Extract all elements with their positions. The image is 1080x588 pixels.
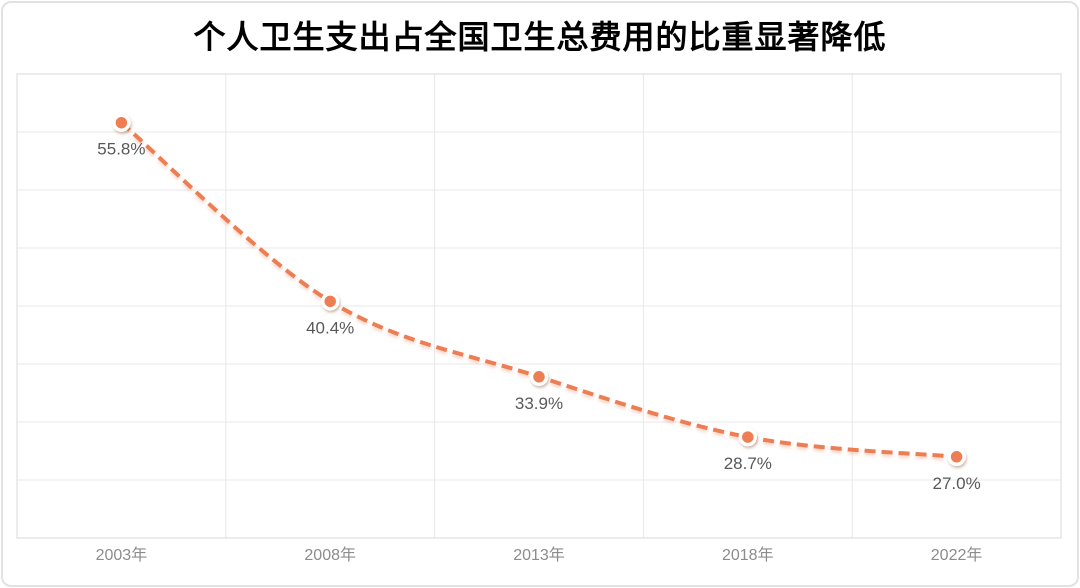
data-point-label: 55.8% (97, 140, 145, 159)
x-axis-label: 2013年 (513, 546, 565, 564)
x-axis-label: 2022年 (931, 546, 983, 564)
series-group (112, 113, 966, 467)
data-point-marker (529, 367, 549, 387)
data-point-label: 27.0% (932, 474, 980, 493)
data-point-marker (738, 427, 758, 447)
data-point-marker (112, 113, 131, 132)
plot-area-border (16, 73, 1062, 539)
x-axis-label: 2008年 (304, 546, 356, 564)
x-axis-label: 2003年 (96, 546, 148, 564)
data-point-label: 28.7% (724, 454, 772, 473)
data-point-marker (320, 292, 340, 311)
labels-group: 55.8% 40.4% 33.9% 28.7% 27.0% 2003年 2008年 2013年… (96, 140, 983, 564)
data-point-label: 33.9% (515, 394, 563, 413)
gridlines-group (16, 73, 1062, 539)
data-point-label: 40.4% (306, 318, 354, 337)
chart-title: 个人卫生支出占全国卫生总费用的比重显著降低 (193, 19, 887, 55)
data-point-marker (947, 447, 966, 467)
x-axis-label: 2018年 (722, 546, 774, 564)
